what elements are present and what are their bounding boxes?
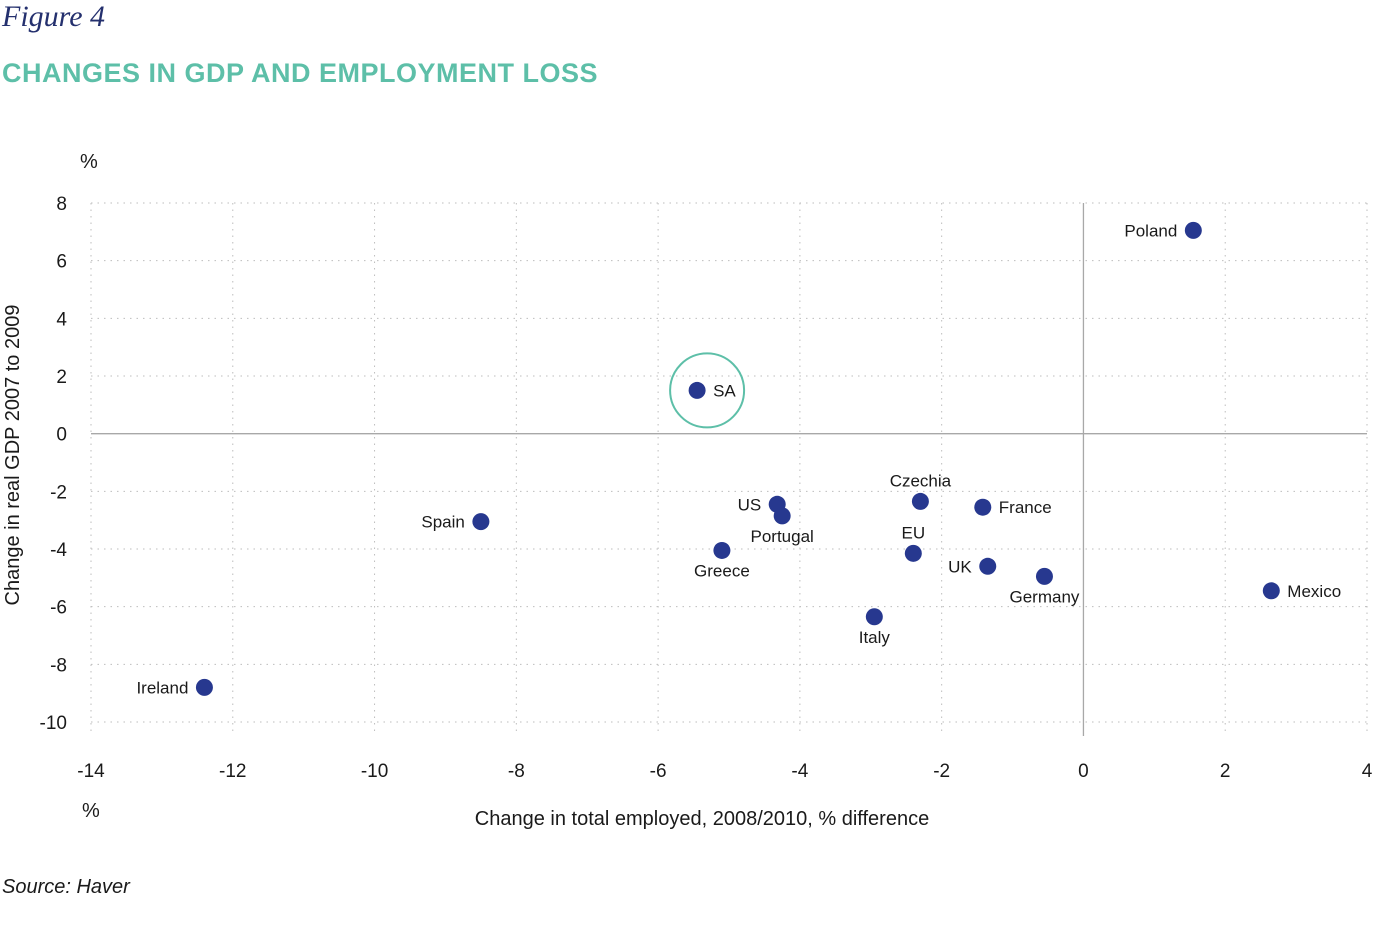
x-tick-label: -4 (791, 761, 808, 782)
y-tick-label: -2 (50, 482, 67, 503)
y-tick-label: -8 (50, 655, 67, 676)
highlight-ring (669, 352, 746, 429)
point-label: Germany (1009, 587, 1079, 606)
point-label: Mexico (1287, 582, 1341, 601)
data-point (865, 608, 883, 626)
point-label: Spain (421, 513, 464, 532)
y-tick-label: 2 (56, 367, 67, 388)
point-label: Czechia (890, 471, 952, 490)
x-axis-title: Change in total employed, 2008/2010, % d… (475, 808, 929, 830)
x-unit-label: % (82, 800, 100, 822)
x-tick-label: -8 (508, 761, 525, 782)
x-tick-label: -14 (77, 761, 105, 782)
point-label: Portugal (751, 527, 814, 546)
grid (90, 202, 1368, 734)
point-label: Ireland (136, 678, 188, 697)
point-label: France (999, 498, 1052, 517)
x-tick-label: 2 (1220, 761, 1231, 782)
data-point (688, 381, 706, 399)
point-label: UK (948, 557, 972, 576)
point-label: Italy (859, 628, 891, 647)
data-point (974, 498, 992, 516)
y-tick-label: -10 (40, 713, 67, 734)
axes (91, 203, 1367, 736)
data-point (1184, 221, 1202, 239)
x-tick-label: 0 (1078, 761, 1089, 782)
x-tick-label: -6 (650, 761, 667, 782)
y-tick-label: -6 (50, 598, 67, 619)
y-tick-label: 6 (56, 252, 67, 273)
y-tick-label: -4 (50, 540, 67, 561)
tick-labels: 8 6 4 2 0 -2 -4 -6 -8 -10 -14 -12 -10 -8 -6 -4 -2 0 2 4 (40, 194, 1373, 782)
y-tick-label: 0 (56, 425, 67, 446)
data-point (713, 541, 731, 559)
point-label: US (738, 495, 762, 514)
y-axis-title: Change in real GDP 2007 to 2009 (2, 305, 24, 606)
y-tick-label: 8 (56, 194, 67, 215)
data-point (1262, 582, 1280, 600)
data-point (472, 513, 490, 531)
data-point (911, 492, 929, 510)
data-point (1035, 567, 1053, 585)
point-label: Greece (694, 561, 750, 580)
y-unit-label: % (80, 151, 98, 173)
data-point (904, 544, 922, 562)
figure-label: Figure 4 (2, 0, 106, 33)
data-point (979, 557, 997, 575)
data-point (773, 507, 791, 525)
point-label: SA (713, 381, 736, 400)
point-label: EU (901, 523, 925, 542)
x-tick-label: -12 (219, 761, 246, 782)
chart-title: CHANGES IN GDP AND EMPLOYMENT LOSS (2, 58, 599, 88)
x-tick-label: -2 (933, 761, 950, 782)
point-label: Poland (1124, 221, 1177, 240)
data-point (195, 678, 213, 696)
x-tick-label: 4 (1362, 761, 1373, 782)
x-tick-label: -10 (361, 761, 388, 782)
source-note: Source: Haver (2, 876, 130, 898)
y-tick-label: 4 (56, 309, 67, 330)
